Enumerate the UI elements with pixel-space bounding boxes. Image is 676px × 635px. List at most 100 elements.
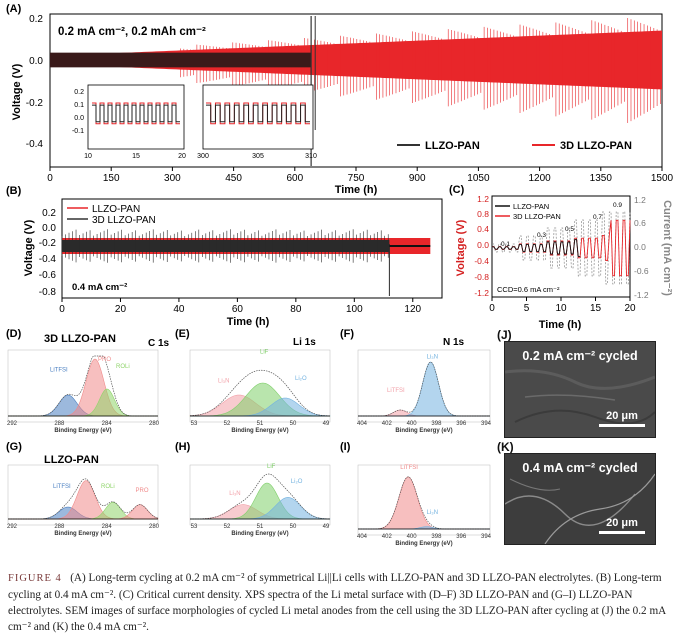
xtick: 1350: [590, 173, 613, 184]
ytick: -0.2: [39, 238, 57, 249]
xps-xtick: 280: [149, 524, 160, 530]
xps-xtick: 50: [290, 421, 297, 427]
xtick: 300: [164, 173, 181, 184]
panel-a-xlabel: Time (h): [335, 184, 378, 196]
xps-xtick: 51: [257, 421, 264, 427]
panel-f-letter: (F): [340, 328, 354, 340]
xtick: 80: [290, 304, 302, 315]
xps-xtick: 50: [290, 524, 297, 530]
xps-xtick: 284: [102, 421, 113, 427]
xps-xtick: 288: [54, 524, 65, 530]
panel-j-letter: (J): [497, 328, 512, 342]
xps-xlabel: Binding Energy (eV): [231, 531, 288, 537]
sem-texture: [505, 473, 655, 544]
current-step-label: 0.5: [565, 226, 574, 233]
panel-g-letter: (G): [6, 441, 22, 453]
inset-xtick: 310: [305, 153, 317, 160]
panel-c-xlabel: Time (h): [539, 319, 582, 331]
ccd-label: CCD=0.6 mA cm⁻²: [497, 285, 560, 294]
xtick: 15: [590, 303, 602, 314]
sem-texture: [505, 369, 655, 425]
panel-c-llzo-trace: [492, 239, 580, 257]
panel-a-xticks: 0 150 300 450 600 750 900 1050 1200 1350 1500: [47, 167, 674, 184]
xps-xtick: 394: [481, 534, 492, 540]
xps-xtick: 52: [224, 421, 231, 427]
ytick: -0.4: [39, 254, 57, 265]
xtick: 120: [404, 304, 421, 315]
xps-xtick: 404: [357, 421, 368, 427]
series-3d-llzo-pan: [50, 30, 662, 90]
scale-bar: 20 μm: [599, 410, 645, 427]
current-step-label: 0.3: [537, 232, 546, 239]
xps-xlabel: Binding Energy (eV): [54, 531, 111, 537]
xtick: 100: [346, 304, 363, 315]
xps-peak-label: Li₃N: [218, 378, 229, 384]
panel-d-sample: 3D LLZO-PAN: [44, 333, 116, 345]
xps-peak-label: LiTFSI: [387, 388, 405, 394]
panel-e-letter: (E): [175, 328, 190, 340]
xps-peak-label: ROLi: [116, 364, 130, 370]
inset-xtick: 305: [252, 153, 264, 160]
xtick: 5: [524, 303, 530, 314]
xtick: 1200: [528, 173, 551, 184]
ytick: -1.2: [634, 290, 649, 300]
xtick: 0: [59, 304, 65, 315]
current-step-label: 0.7: [593, 214, 602, 221]
ytick: -0.4: [26, 139, 44, 150]
legend-label: 3D LLZO-PAN: [560, 140, 632, 152]
ytick: 1.2: [634, 195, 646, 205]
inset-xtick: 15: [132, 153, 140, 160]
xtick: 1500: [651, 173, 674, 184]
sem-caption: 0.4 mA cm⁻² cycled: [522, 461, 638, 475]
xps-envelope: [189, 369, 331, 417]
inset-trace-secondary: [92, 104, 180, 123]
xps-xtick: 398: [431, 421, 442, 427]
scale-bar: 20 μm: [599, 517, 645, 534]
panel-a-yticks: 0.2 0.0 -0.2 -0.4: [26, 14, 44, 150]
ytick: 0.0: [634, 242, 646, 252]
inset-xtick: 20: [178, 153, 186, 160]
inset-trace-secondary: [206, 104, 310, 123]
panel-c-yticks-right: 1.2 0.6 0.0 -0.6 -1.2: [634, 195, 649, 300]
xps-peak-label: LiTFSI: [53, 484, 71, 490]
panel-b-series: [61, 229, 431, 296]
panel-d-letter: (D): [6, 328, 22, 340]
xps-xtick: 53: [191, 421, 198, 427]
xtick: 450: [225, 173, 242, 184]
xtick: 150: [103, 173, 120, 184]
panel-i-letter: (I): [340, 441, 351, 453]
ytick: -1.2: [474, 288, 489, 298]
ytick: 0.2: [29, 14, 43, 25]
xps-xtick: 280: [149, 421, 160, 427]
legend-label: LLZO-PAN: [92, 204, 140, 215]
panel-b-xticks: 0 20 40 60 80 100 120: [59, 298, 422, 315]
xps-xtick: 404: [357, 534, 368, 540]
xps-xtick: 400: [407, 421, 418, 427]
scale-label: 20 μm: [606, 517, 638, 529]
panel-d-spectrum: C 1s: [148, 338, 170, 349]
legend-label: 3D LLZO-PAN: [92, 215, 156, 226]
xps-envelope: [189, 473, 331, 520]
ytick: 0.2: [42, 208, 56, 219]
xps-xtick: 53: [191, 524, 198, 530]
inset-ytick: -0.1: [72, 128, 84, 135]
xps-peak-label: Li₂O: [295, 376, 307, 382]
legend-label: LLZO-PAN: [425, 140, 480, 152]
panel-b-yticks: 0.2 0.0 -0.2 -0.4 -0.6 -0.8: [39, 208, 57, 298]
xps-xtick: 396: [456, 421, 467, 427]
panel-a-series: [50, 16, 662, 166]
legend-label: 3D LLZO-PAN: [513, 212, 561, 221]
xps-xlabel: Binding Energy (eV): [395, 428, 452, 434]
xps-xtick: 288: [54, 421, 65, 427]
panel-c-ylabel-left: Voltage (V): [455, 219, 467, 276]
caption-text: (A) Long-term cycling at 0.2 mA cm⁻² of …: [8, 572, 666, 633]
xtick: 60: [232, 304, 244, 315]
panel-c-3d-trace: [492, 219, 631, 277]
panel-b-xlabel: Time (h): [227, 316, 270, 328]
xps-xtick: 292: [7, 421, 18, 427]
xps-xtick: 402: [382, 534, 393, 540]
ytick: 0.4: [477, 224, 489, 234]
xps-xtick: 402: [382, 421, 393, 427]
xtick: 0: [47, 173, 53, 184]
current-step-label: 0.1: [501, 241, 510, 248]
